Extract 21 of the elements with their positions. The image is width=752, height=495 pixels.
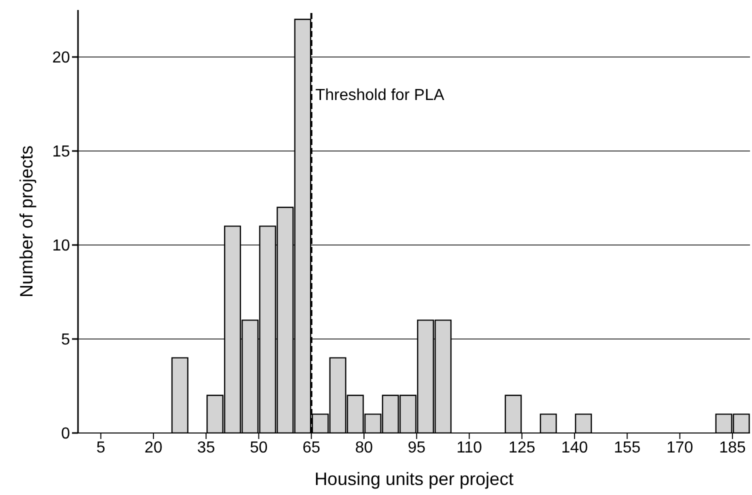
y-tick-label: 20 <box>52 50 70 67</box>
x-tick-label: 155 <box>614 439 641 456</box>
x-tick-label: 110 <box>456 439 482 456</box>
x-tick-label: 65 <box>302 439 320 456</box>
x-tick-label: 95 <box>408 439 426 456</box>
x-tick-label: 5 <box>96 439 106 456</box>
x-tick-label: 20 <box>144 439 162 456</box>
x-tick-label: 185 <box>719 439 746 456</box>
y-axis-title: Number of projects <box>16 145 36 298</box>
x-tick-label: 50 <box>250 439 268 456</box>
x-tick-label: 125 <box>508 439 536 456</box>
x-tick-label: 140 <box>561 439 588 456</box>
y-tick-label: 0 <box>61 426 70 443</box>
x-axis-title: Housing units per project <box>314 469 514 489</box>
ref-line-label: Threshold for PLA <box>315 87 445 104</box>
y-tick-label: 5 <box>61 332 70 349</box>
x-tick-label: 35 <box>197 439 216 456</box>
x-tick-label: 80 <box>355 439 373 456</box>
x-tick-label: 170 <box>666 439 694 456</box>
y-tick-label: 10 <box>52 238 70 255</box>
y-tick-label: 15 <box>52 144 70 161</box>
